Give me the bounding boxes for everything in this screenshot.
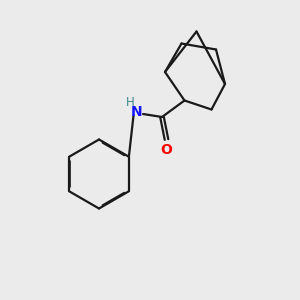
Text: H: H	[126, 96, 135, 109]
Text: N: N	[131, 106, 142, 119]
Text: O: O	[160, 143, 172, 157]
